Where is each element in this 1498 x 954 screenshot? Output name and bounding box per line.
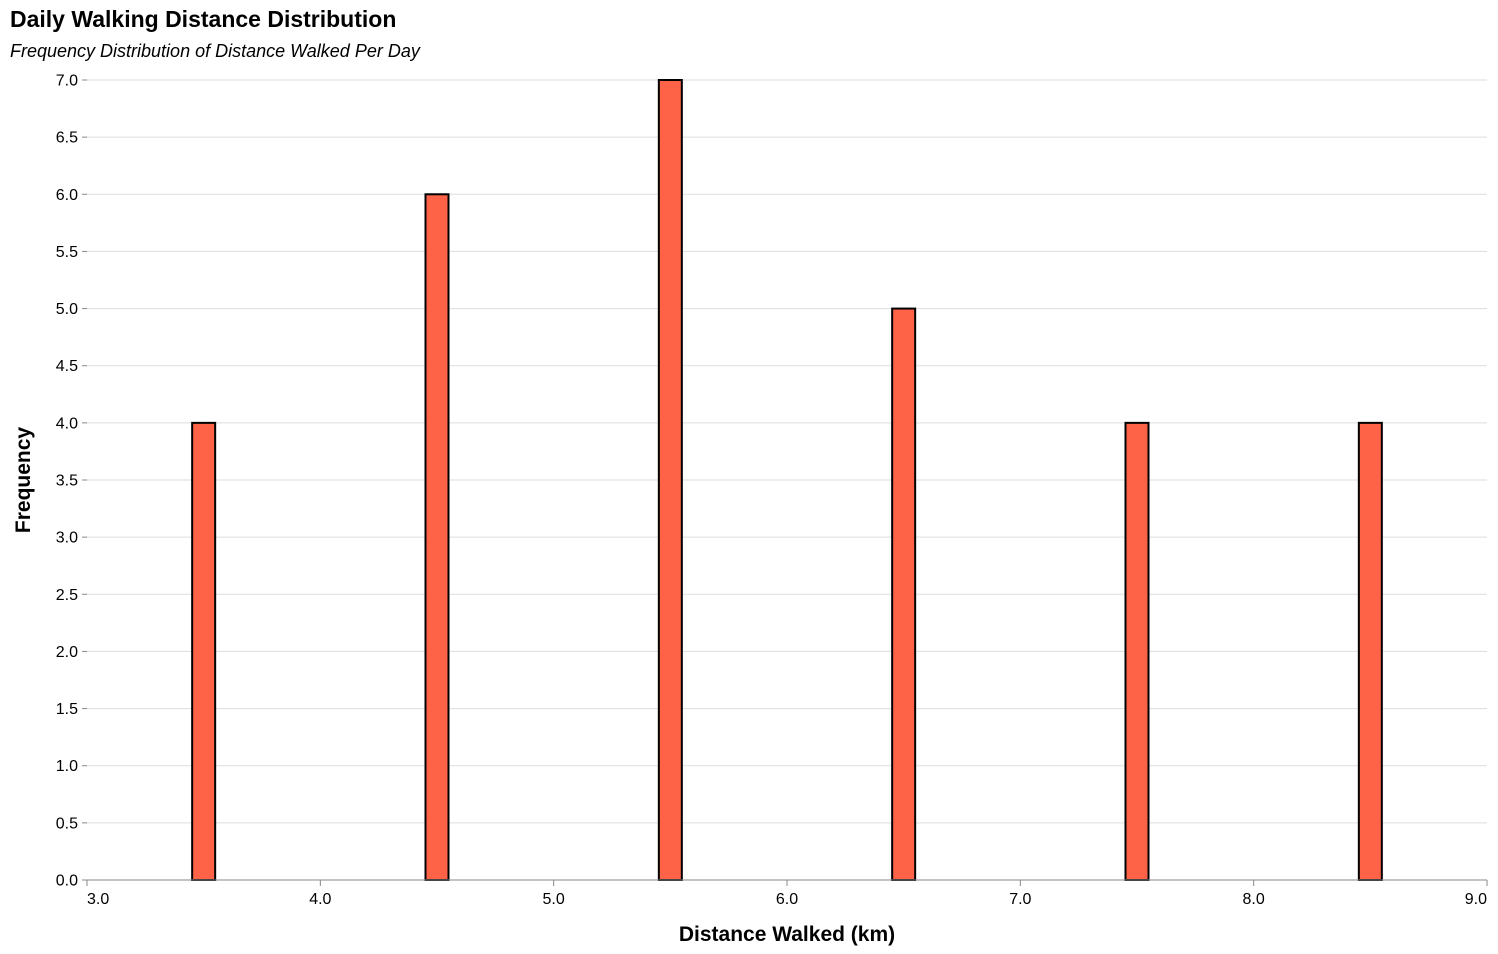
y-axis-title: Frequency: [12, 427, 35, 534]
y-tick-label: 3.5: [56, 473, 78, 490]
grid-lines: [87, 79, 1487, 881]
axes: 0.0 0.5 1.0 1.5 2.0 2.5 3.0 3.5 4.0 4.5 5.0 5.5 6.0 6…: [56, 73, 1488, 908]
y-tick-label: 3.0: [56, 530, 78, 547]
x-axis-title: Distance Walked (km): [679, 923, 895, 946]
y-tick-label: 1.0: [56, 758, 78, 775]
y-tick-label: 4.5: [56, 358, 78, 375]
y-tick-label: 0.5: [56, 815, 78, 832]
bars: [191, 79, 1383, 882]
y-tick-label: 4.0: [56, 415, 78, 432]
x-tick-label: 7.0: [1009, 891, 1031, 908]
chart-subtitle: Frequency Distribution of Distance Walke…: [10, 41, 420, 61]
y-tick-label: 2.0: [56, 644, 78, 661]
histogram-bar: [191, 421, 217, 881]
histogram-bar: [1357, 421, 1383, 881]
x-tick-label: 6.0: [776, 891, 798, 908]
y-tick-label: 5.0: [56, 301, 78, 318]
chart-title: Daily Walking Distance Distribution: [10, 6, 397, 32]
x-tick-label: 9.0: [1465, 891, 1487, 908]
y-tick-label: 6.0: [56, 187, 78, 204]
x-tick-label: 5.0: [543, 891, 565, 908]
x-tick-label: 4.0: [309, 891, 331, 908]
x-tick-label: 3.0: [87, 891, 109, 908]
histogram-bar: [424, 193, 450, 882]
histogram-bar: [891, 307, 917, 882]
y-tick-label: 5.5: [56, 244, 78, 261]
y-tick-label: 7.0: [56, 73, 78, 90]
histogram-bar: [657, 79, 683, 881]
y-tick-label: 0.0: [56, 873, 78, 890]
y-tick-label: 6.5: [56, 130, 78, 147]
y-tick-label: 1.5: [56, 701, 78, 718]
y-tick-label: 2.5: [56, 587, 78, 604]
x-tick-label: 8.0: [1243, 891, 1265, 908]
histogram-bar: [1124, 421, 1150, 881]
